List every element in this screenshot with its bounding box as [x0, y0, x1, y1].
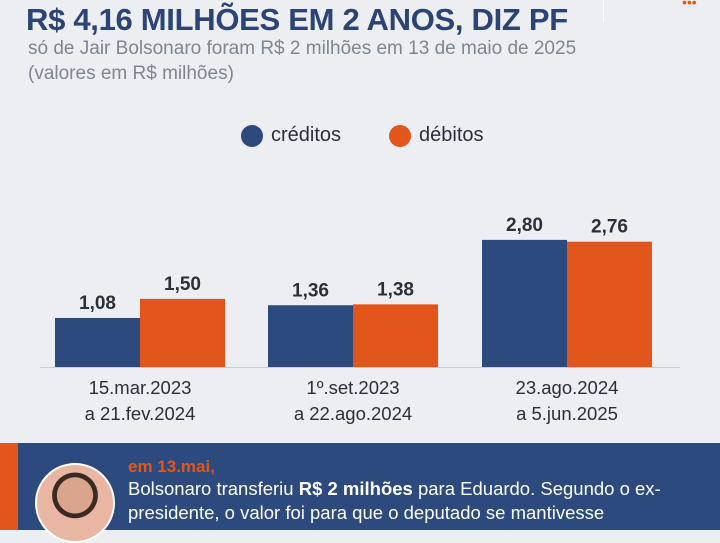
category-label: 15.mar.2023 — [89, 377, 192, 398]
category-label: a 22.ago.2024 — [294, 403, 412, 424]
data-label: 1,38 — [377, 279, 414, 300]
category-label: 23.ago.2024 — [516, 377, 619, 398]
legend-item-creditos: créditos — [241, 124, 341, 147]
data-label: 1,08 — [79, 293, 116, 314]
bar-chart: 1,08 1,50 15.mar.2023 a 21.fev.2024 1,36 1,38… — [40, 215, 680, 424]
data-label: 2,76 — [591, 217, 628, 238]
chart-subtitle: só de Jair Bolsonaro foram R$ 2 milhões … — [28, 38, 577, 84]
chart-title: R$ 4,16 MILHÕES EM 2 ANOS, DIZ PF — [26, 2, 568, 37]
data-label: 1,36 — [292, 280, 329, 301]
menu-dots-icon: ••• — [682, 0, 697, 10]
bar-debitos — [140, 298, 225, 367]
legend-label: créditos — [271, 124, 342, 146]
bar-creditos — [482, 239, 567, 367]
callout-text: Bolsonaro transferiu R$ 2 milhões para E… — [128, 477, 718, 525]
callout-panel: em 13.mai, Bolsonaro transferiu R$ 2 mil… — [0, 443, 720, 543]
bar-debitos — [567, 241, 652, 367]
legend-item-debitos: débitos — [389, 124, 484, 147]
bar-creditos — [268, 305, 353, 367]
category-label: a 21.fev.2024 — [85, 403, 196, 424]
callout-text-bold: R$ 2 milhões — [298, 478, 413, 499]
callout-date: em 13.mai, — [128, 457, 215, 476]
data-label: 1,50 — [164, 274, 201, 295]
bar-debitos — [353, 304, 438, 367]
divider — [603, 0, 604, 22]
bar-creditos — [55, 317, 140, 367]
person-photo — [35, 463, 115, 543]
category-label: 1º.set.2023 — [306, 377, 399, 398]
callout-text-post: para Eduardo. Segundo o ex-presidente, o… — [128, 478, 661, 523]
callout-text-pre: Bolsonaro transferiu — [128, 478, 299, 499]
category-label: a 5.jun.2025 — [516, 403, 618, 424]
accent-strip — [0, 443, 18, 530]
legend-swatch — [389, 124, 411, 147]
data-label: 2,80 — [506, 215, 543, 236]
legend-swatch — [241, 124, 263, 147]
legend-label: débitos — [419, 124, 484, 146]
